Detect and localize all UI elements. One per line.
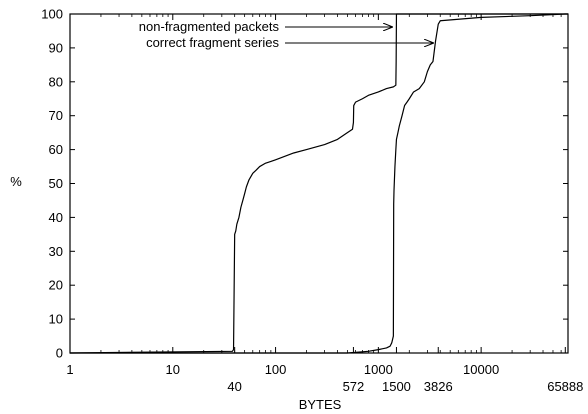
tick-marks <box>69 13 569 354</box>
x-tick-label: 100 <box>265 362 287 377</box>
x-tick-label: 1000 <box>364 362 393 377</box>
y-tick-label: 40 <box>49 210 63 225</box>
y-tick-label: 100 <box>41 7 63 22</box>
x-tick-label: 10000 <box>463 362 499 377</box>
y-tick-label: 90 <box>49 40 63 55</box>
x-tick-label: 1 <box>66 362 73 377</box>
y-tick-label: 70 <box>49 108 63 123</box>
x-special-tick-label: 572 <box>343 379 365 394</box>
y-tick-label: 50 <box>49 176 63 191</box>
y-tick-label: 0 <box>56 346 63 361</box>
axes <box>69 13 569 354</box>
annotation-label: correct fragment series <box>146 35 279 50</box>
x-special-tick-label: 3826 <box>424 379 453 394</box>
plot-frame <box>69 13 569 354</box>
x-special-tick-label: 1500 <box>382 379 411 394</box>
y-tick-label: 60 <box>49 142 63 157</box>
x-axis-title: BYTES <box>299 397 342 412</box>
y-tick-label: 20 <box>49 278 63 293</box>
series-line-0 <box>69 13 568 354</box>
y-axis-title: % <box>10 174 22 189</box>
x-special-tick-label: 65888 <box>547 379 583 394</box>
x-special-tick-label: 40 <box>227 379 241 394</box>
y-tick-label: 80 <box>49 74 63 89</box>
annotation-label: non-fragmented packets <box>139 19 280 34</box>
series-lines <box>69 13 568 354</box>
y-tick-label: 30 <box>49 244 63 259</box>
x-tick-label: 10 <box>166 362 180 377</box>
y-tick-label: 10 <box>49 312 63 327</box>
series-line-1 <box>70 13 568 354</box>
